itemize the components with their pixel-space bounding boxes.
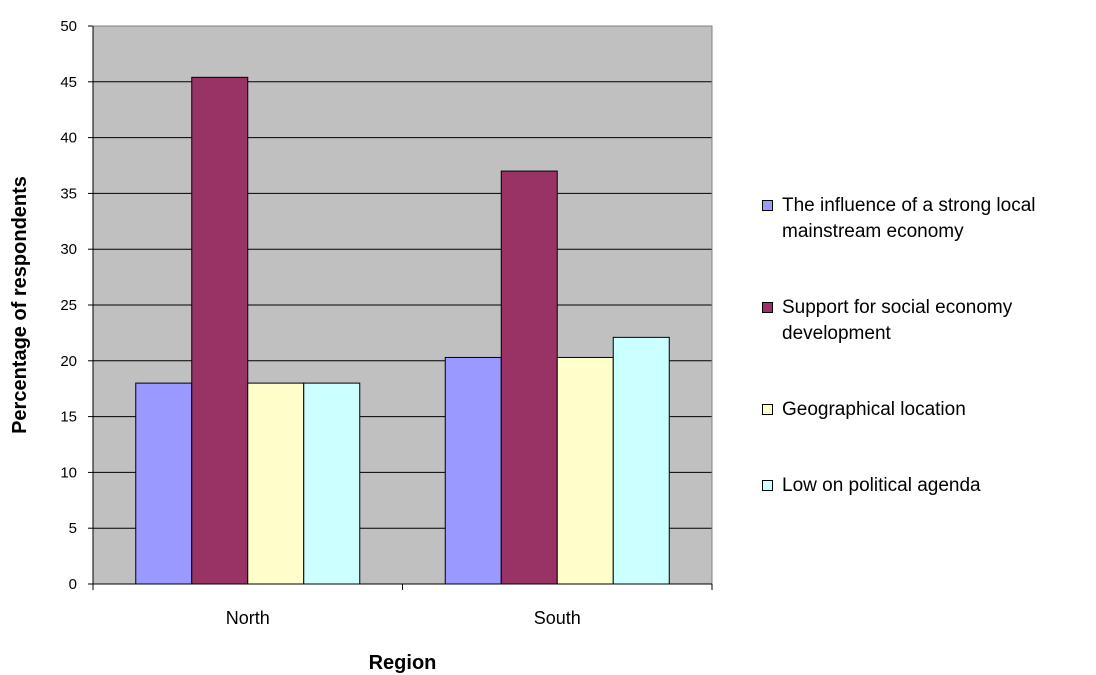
bar-north-series-1 [191,76,249,585]
y-tick-label: 35 [60,185,77,202]
y-tick-label: 40 [60,130,77,147]
bar-south-series-0 [444,356,502,585]
y-tick-label: 10 [60,464,77,481]
bar-south-series-3 [612,336,670,585]
legend-label-political-agenda: Low on political agenda [782,475,981,496]
legend-swatch-geographical-location [762,404,773,415]
legend-swatch-mainstream-economy [762,200,773,211]
y-tick-label: 50 [60,18,77,35]
x-category-label: North [226,608,270,628]
y-tick-label: 15 [60,409,77,426]
y-tick-label: 45 [60,74,77,91]
legend-label-mainstream-economy: The influence of a strong local mainstre… [782,195,1036,242]
x-category-label: South [534,608,581,628]
bars [135,76,670,585]
legend-label-social-economy-support: Support for social economy development [782,297,1013,344]
legend-item-geographical-location: Geographical location [762,397,1092,423]
legend-swatch-political-agenda [762,480,773,491]
bar-south-series-2 [556,356,614,585]
axes: 0 5 10 15 20 25 30 35 40 45 50 North South [60,18,713,628]
y-tick-label: 5 [69,520,77,537]
y-tick-label: 25 [60,297,77,314]
y-tick-label: 30 [60,241,77,258]
bar-north-series-3 [303,382,361,585]
legend-item-political-agenda: Low on political agenda [762,473,1092,499]
bar-north-series-0 [135,382,193,585]
x-axis-title: Region [369,652,437,674]
bar-south-series-1 [500,170,558,585]
legend-item-mainstream-economy: The influence of a strong local mainstre… [762,193,1092,245]
y-axis-title: Percentage of respondents [9,176,31,434]
y-tick-label: 20 [60,353,77,370]
y-tick-label: 0 [69,576,77,593]
legend: The influence of a strong local mainstre… [762,193,1092,549]
bar-north-series-2 [247,382,305,585]
legend-label-geographical-location: Geographical location [782,399,966,420]
legend-swatch-social-economy-support [762,302,773,313]
legend-item-social-economy-support: Support for social economy development [762,295,1092,347]
